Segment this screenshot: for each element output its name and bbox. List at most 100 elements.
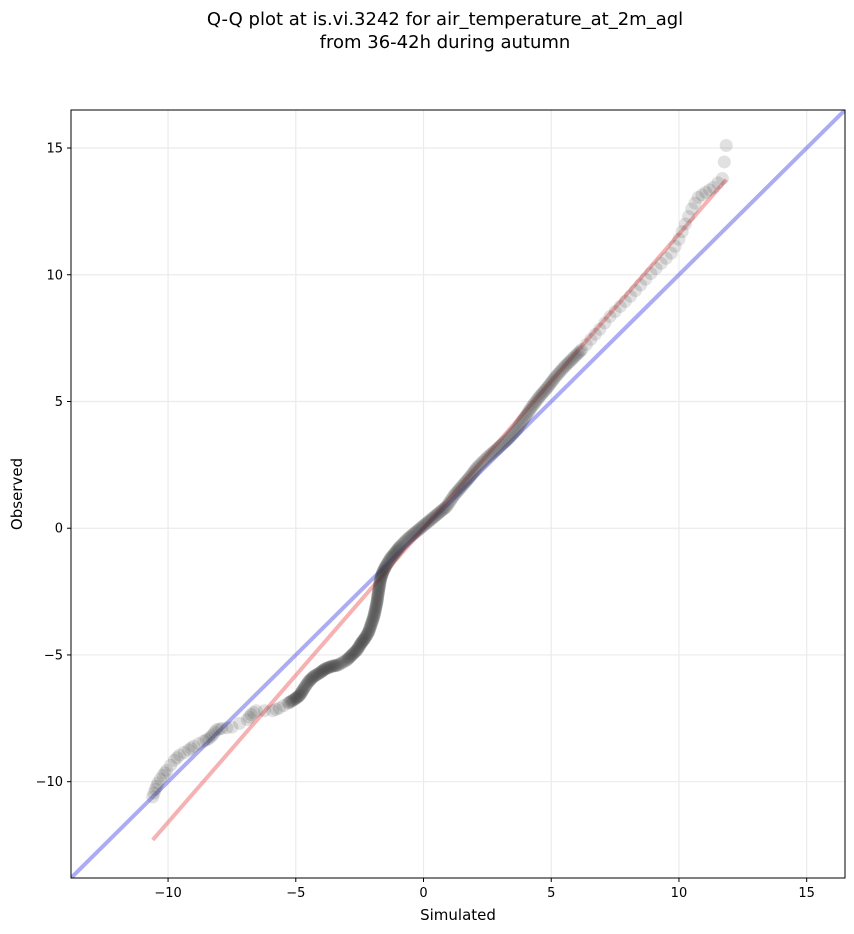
data-point [448,487,462,501]
data-point [550,369,564,383]
data-point [156,768,170,782]
data-point [408,526,422,540]
data-point [337,655,351,669]
data-point [372,581,386,595]
data-point [326,659,340,673]
data-point [446,490,460,504]
data-point [374,572,388,586]
data-point [461,472,475,486]
data-point [296,683,310,697]
data-point [400,533,414,547]
data-point [285,694,299,708]
data-point [173,748,187,762]
data-point [475,455,489,469]
data-point [319,661,333,675]
y-axis-label: Observed [8,458,26,530]
data-point [469,462,483,476]
data-point [301,676,315,690]
data-point [634,278,648,292]
data-point [368,606,382,620]
data-point [447,488,461,502]
data-point [320,661,334,675]
data-point [668,239,682,253]
data-point [365,615,379,629]
data-point [487,444,501,458]
data-point [664,246,678,260]
data-point [177,746,191,760]
data-point [567,350,581,364]
data-point [474,457,488,471]
data-point [150,779,164,793]
data-point [564,353,578,367]
data-point [456,478,470,492]
data-point [160,763,174,777]
data-point [311,667,325,681]
data-point [244,708,258,722]
data-point [534,388,548,402]
data-point [514,417,528,431]
data-point [318,662,332,676]
data-point [325,659,339,673]
data-point [342,650,356,664]
data-point [699,185,713,199]
data-point [288,692,302,706]
data-point [302,674,316,688]
data-point [240,713,254,727]
data-point [441,498,455,512]
data-point [521,405,535,419]
data-point [499,434,513,448]
data-point [353,638,367,652]
data-point [375,569,389,583]
data-point [204,730,218,744]
data-point [303,673,317,687]
data-point [675,225,689,239]
data-point [331,658,345,672]
data-point [153,772,167,786]
x-tick-label: −5 [286,886,305,901]
y-tick-label: 0 [55,522,63,537]
data-point [370,597,384,611]
data-point [167,753,181,767]
data-point [381,555,395,569]
data-point [374,570,388,584]
data-point [297,681,311,695]
data-point [533,389,547,403]
data-point [307,670,321,683]
data-point [148,782,162,796]
data-point [463,471,476,485]
data-point [309,668,323,682]
data-point [479,452,493,466]
chart-title-line-1: Q-Q plot at is.vi.3242 for air_temperatu… [206,9,684,30]
data-point [330,658,344,672]
data-points [146,138,733,804]
data-point [295,685,309,699]
data-point [715,171,729,185]
data-point [291,690,305,704]
data-point [517,411,531,425]
data-point [375,567,389,581]
data-point [644,266,658,280]
data-point [425,511,439,525]
data-point [551,367,565,381]
data-point [480,450,494,464]
data-point [457,476,471,490]
data-point [404,529,418,543]
data-point [374,571,388,585]
data-point [377,563,391,577]
data-point [711,176,725,190]
data-point [284,694,298,708]
data-point [354,637,368,651]
data-point [659,251,673,265]
data-point [373,578,387,592]
data-point [470,460,484,474]
data-point [623,289,637,303]
data-point [539,382,553,396]
data-point [373,573,387,587]
data-point [370,596,384,610]
data-point [347,646,361,660]
data-point [266,704,280,718]
data-point [477,454,491,468]
data-point [367,610,381,624]
data-point [429,508,443,522]
data-point [491,441,505,455]
